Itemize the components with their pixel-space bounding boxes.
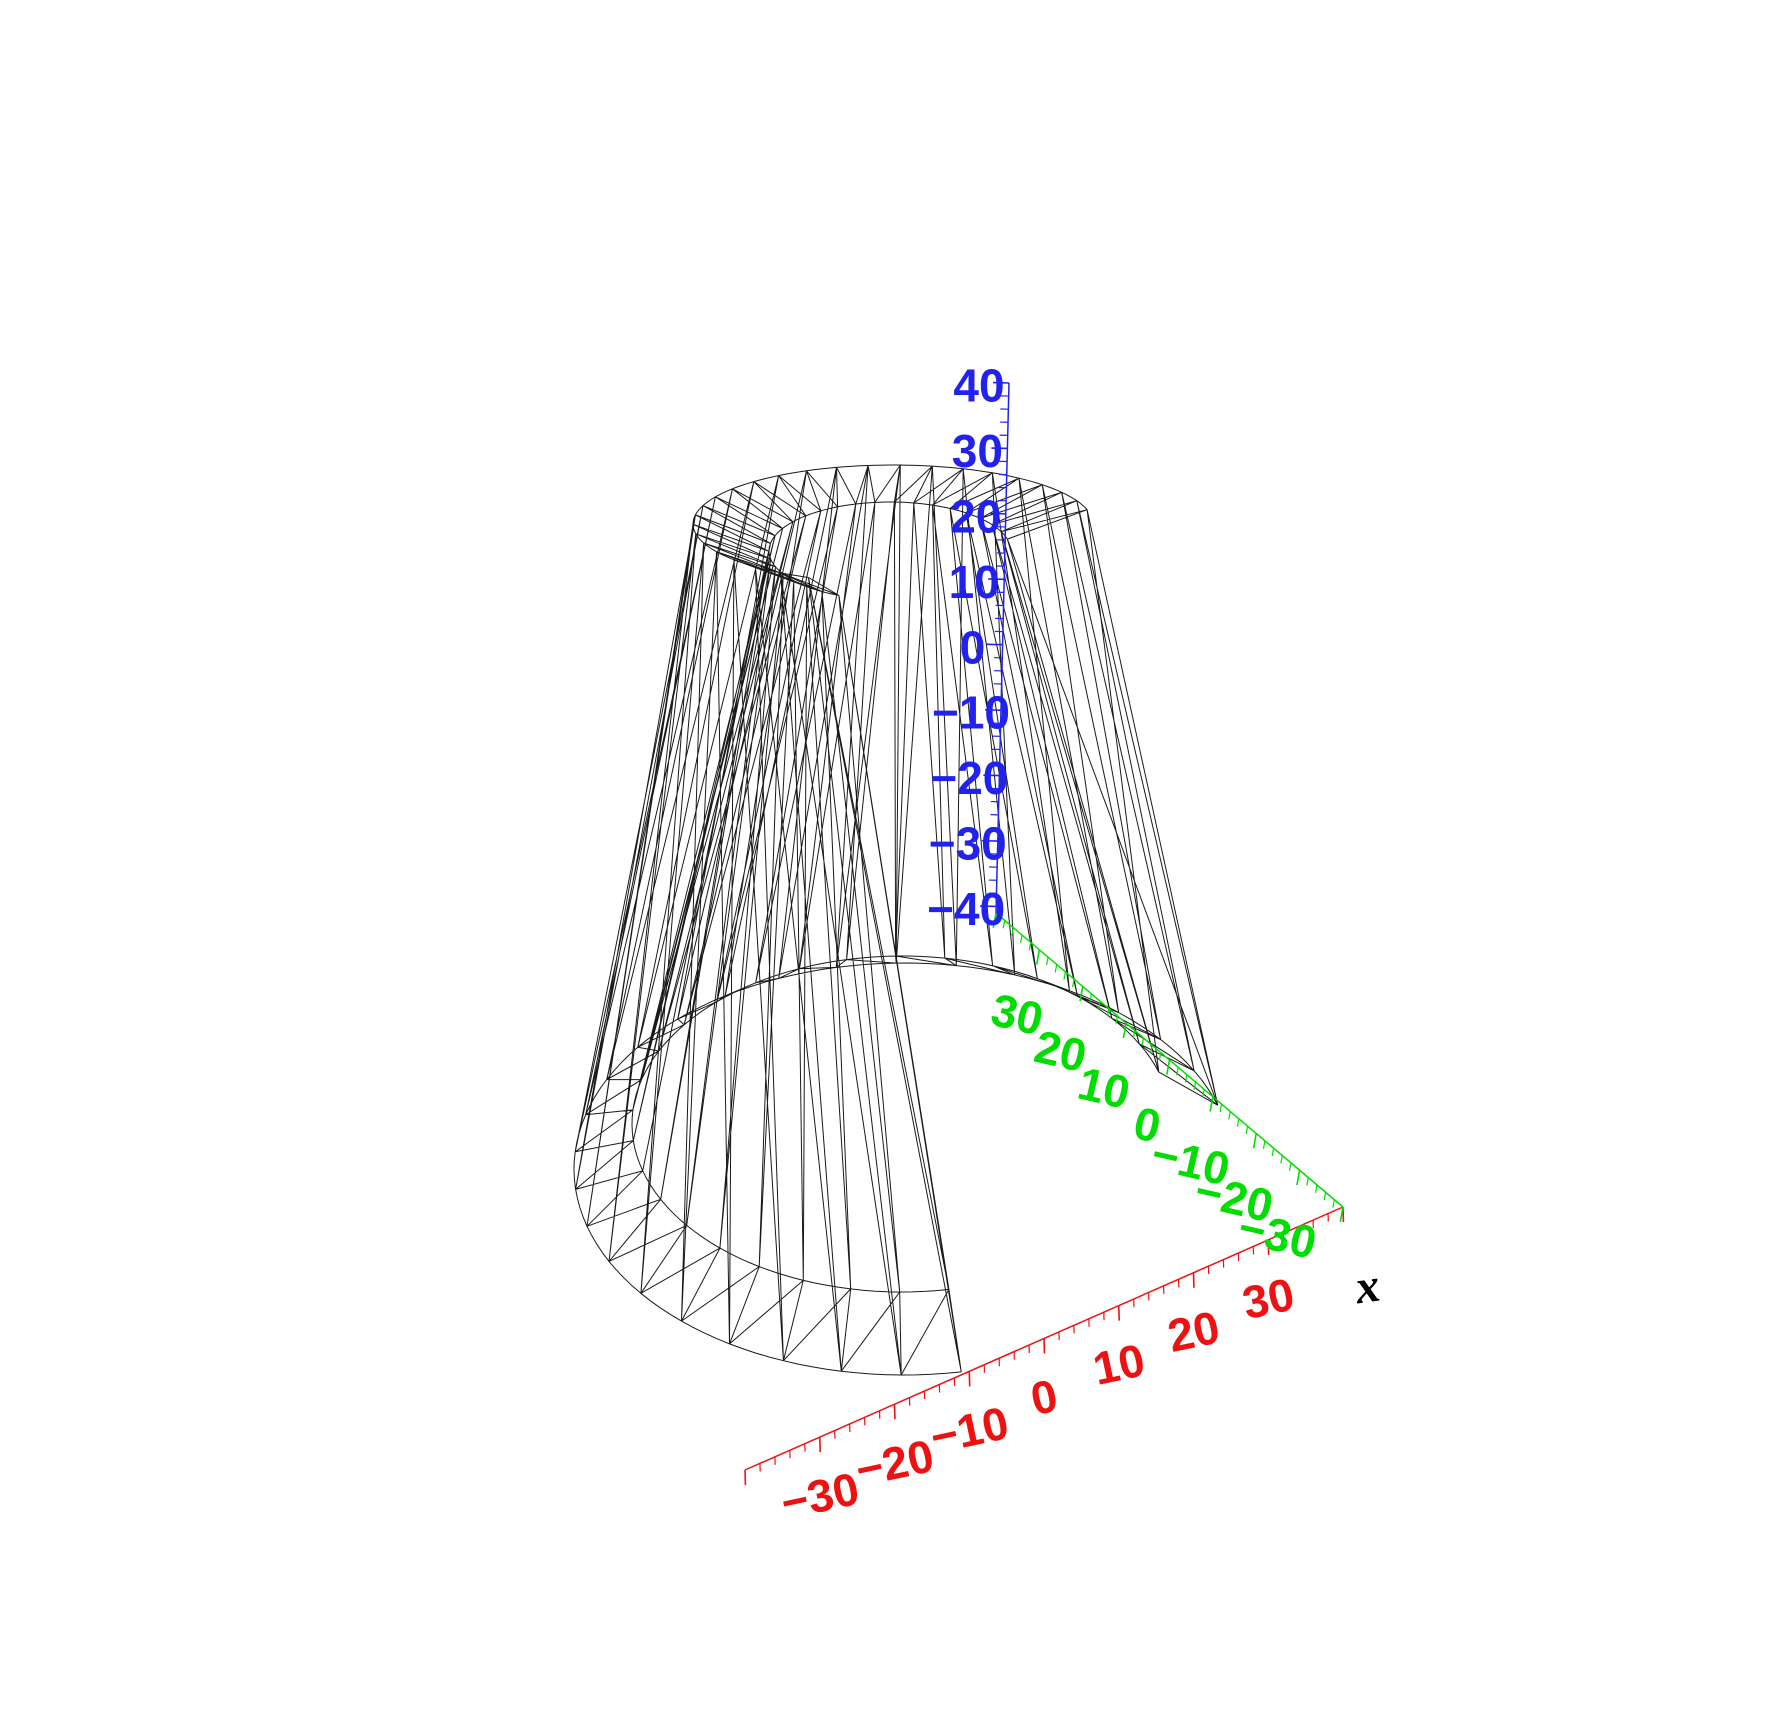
y-axis-tick (1098, 1001, 1101, 1010)
y-axis-tick (1219, 1103, 1223, 1113)
y-axis-tick (1115, 1015, 1119, 1024)
y-axis-tick (1280, 1155, 1283, 1164)
y-axis-tick (1314, 1184, 1318, 1193)
z-axis-tick-label: −10 (932, 687, 1010, 739)
y-axis-tick (1193, 1081, 1197, 1091)
y-axis-tick (992, 912, 997, 928)
z-axis: 40 30 20 10 0 −10 −20 −30 −40 (927, 360, 1010, 935)
y-axis-tick (1228, 1111, 1231, 1120)
z-axis-tick-label: −30 (929, 818, 1007, 870)
y-axis-tick (1323, 1192, 1327, 1201)
y-axis-tick (1002, 920, 1006, 929)
y-axis-tick (1262, 1140, 1266, 1149)
x-axis-tick-label: −20 (851, 1429, 938, 1496)
z-axis-tick-label: −20 (930, 752, 1008, 804)
y-axis-tick (1339, 1206, 1344, 1222)
y-axis-tick (1122, 1023, 1127, 1039)
y-axis-tick (1019, 934, 1023, 944)
z-axis-tick-label: 30 (952, 425, 1003, 477)
y-axis-tick-label: −30 (1234, 1201, 1322, 1269)
y-axis-tick (1332, 1199, 1335, 1208)
y-axis-tick (1079, 986, 1084, 1002)
z-axis-line (995, 382, 1010, 914)
y-axis-tick (1089, 993, 1093, 1002)
x-axis-tick-label: 30 (1238, 1268, 1299, 1330)
y-axis-tick-label: 20 (1030, 1020, 1092, 1082)
y-axis-tick (1176, 1067, 1179, 1076)
y-axis-tick (1028, 942, 1032, 951)
y-axis-tick (1035, 949, 1041, 965)
y-axis-tick (1141, 1037, 1145, 1046)
x-axis-tick-label: −30 (776, 1462, 863, 1529)
z-axis-tick-label: 0 (960, 621, 986, 673)
y-axis-tick (1072, 979, 1075, 988)
z-axis-tick-label: 20 (950, 490, 1001, 542)
y-axis-tick (1150, 1045, 1153, 1054)
y-axis-tick (1271, 1148, 1275, 1157)
y-axis-tick-label: 30 (986, 983, 1048, 1045)
y-axis-tick (1288, 1162, 1292, 1171)
y-axis-tick (1296, 1170, 1301, 1186)
x-axis-title: x (1351, 1259, 1383, 1315)
x-axis-tick-label: 10 (1088, 1333, 1149, 1395)
x-axis-tick-label: 20 (1163, 1301, 1224, 1363)
y-axis-tick (1245, 1126, 1249, 1135)
x-axis-tick-label: 0 (1026, 1369, 1062, 1425)
y-axis-tick (1166, 1059, 1171, 1075)
cone-wireframe-lines (573, 464, 1219, 1376)
y-axis-tick (1106, 1008, 1110, 1017)
cone-wireframe (573, 464, 1219, 1376)
y-axis-tick (1209, 1096, 1214, 1112)
y-axis-tick (1063, 971, 1066, 980)
y-axis-tick (1158, 1052, 1162, 1061)
y-axis-tick (1011, 927, 1014, 936)
y-axis-tick (1202, 1089, 1205, 1098)
y-axis-tick (1054, 964, 1058, 973)
y-axis-tick (1046, 956, 1049, 966)
z-axis-tick-label: 10 (949, 556, 1000, 608)
z-axis-tick-label: 40 (953, 360, 1004, 412)
y-axis-tick (1184, 1074, 1188, 1083)
y-axis-tick-label: 10 (1073, 1057, 1135, 1119)
y-axis-tick (1236, 1118, 1240, 1127)
y-axis-tick (1252, 1133, 1258, 1149)
z-axis-tick-label: −40 (927, 883, 1005, 935)
y-axis-tick (1132, 1030, 1136, 1039)
y-axis-tick (1306, 1177, 1309, 1186)
x-axis-tick-label: −10 (926, 1396, 1013, 1463)
